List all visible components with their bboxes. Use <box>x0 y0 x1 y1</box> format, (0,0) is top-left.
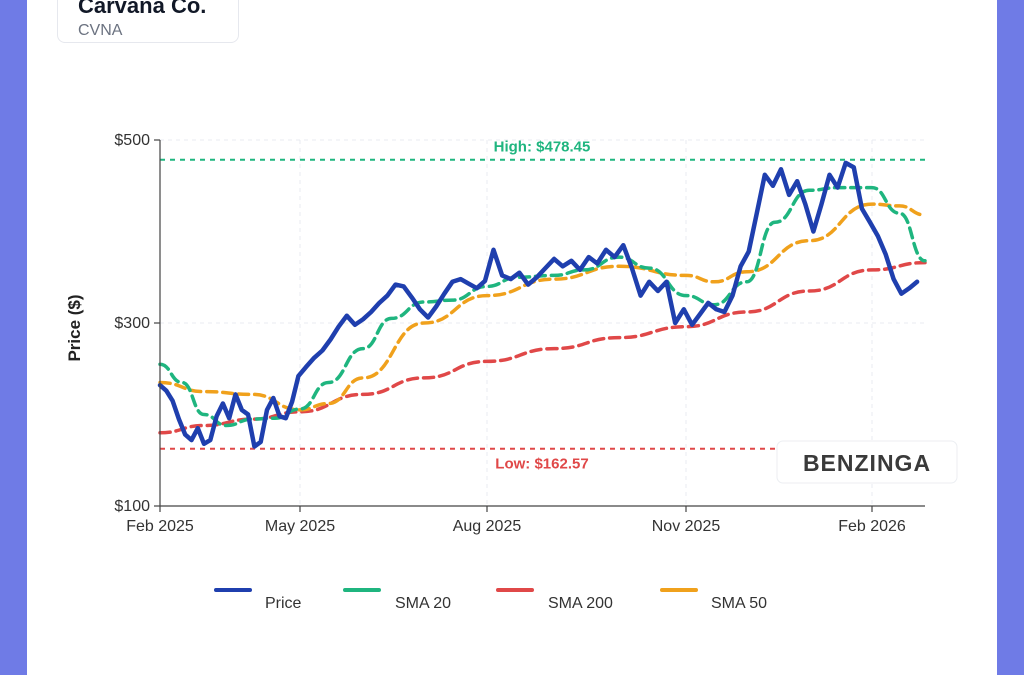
watermark-text: BENZINGA <box>803 450 931 476</box>
watermark-background <box>776 440 958 484</box>
chart-card <box>27 0 997 675</box>
series-sma-200-line <box>158 260 927 435</box>
y-tick-label-0: $100 <box>114 498 150 515</box>
legend-label-sma-50: SMA 50 <box>711 595 767 612</box>
y-tick-label-2: $500 <box>114 132 150 149</box>
low-label: Low: $162.57 <box>495 456 588 473</box>
x-tick-label-4: Feb 2026 <box>838 518 906 535</box>
series-lines <box>157 160 927 449</box>
series-price-line <box>157 160 920 449</box>
x-tick-label-3: Nov 2025 <box>652 518 721 535</box>
high-label: High: $478.45 <box>494 139 591 156</box>
legend-label-sma-20: SMA 20 <box>395 595 451 612</box>
y-axis-title: Price ($) <box>65 294 84 361</box>
legend-label-price: Price <box>265 595 302 612</box>
legend: Price SMA 20 SMA 200 SMA 50 <box>214 588 767 612</box>
axes: $100 $300 $500 Feb 2025 May 2025 Aug 2025 Nov … <box>114 132 925 535</box>
ticker-header: Carvana Co. CVNA <box>57 0 239 43</box>
x-tick-label-0: Feb 2025 <box>126 518 194 535</box>
series-sma-50-line <box>158 202 927 412</box>
y-tick-label-1: $300 <box>114 315 150 332</box>
reference-lines: High: $478.45 Low: $162.57 <box>160 139 925 473</box>
ticker-symbol: CVNA <box>78 22 123 39</box>
legend-label-sma-200: SMA 200 <box>548 595 613 612</box>
x-tick-label-2: Aug 2025 <box>453 518 522 535</box>
x-tick-label-1: May 2025 <box>265 518 335 535</box>
watermark: BENZINGA <box>776 440 958 484</box>
company-name: Carvana Co. <box>78 0 207 18</box>
